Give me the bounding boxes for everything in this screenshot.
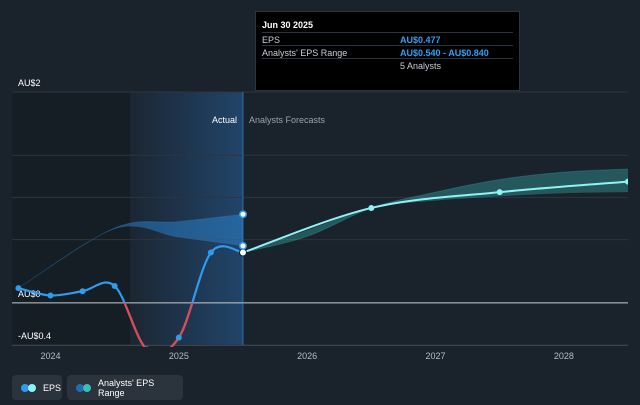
eps-point (239, 248, 247, 257)
tooltip-range-label: Analysts' EPS Range (262, 48, 348, 58)
eps-range-legend-icon (76, 383, 92, 392)
x-tick-label: 2028 (554, 351, 574, 361)
eps-point (47, 292, 54, 299)
tooltip-eps-value: AU$0.477 (400, 35, 441, 45)
eps-legend-icon (21, 383, 37, 392)
tooltip-analysts-count: 5 Analysts (400, 61, 442, 71)
legend-item-eps-range[interactable]: Analysts' EPS Range (67, 375, 183, 400)
y-axis-label: -AU$0.4 (18, 331, 51, 341)
tooltip: Jun 30 2025 EPS AU$0.477 Analysts' EPS R… (255, 11, 520, 91)
tooltip-title: Jun 30 2025 (262, 20, 314, 30)
eps-point (207, 249, 214, 256)
eps-point (144, 346, 149, 347)
eps-forecast-point (496, 189, 503, 196)
past-region-shade (12, 92, 130, 345)
tooltip-row-eps: EPS AU$0.477 (262, 32, 513, 46)
range-low-point (239, 241, 247, 250)
legend-label-eps: EPS (43, 382, 62, 393)
range-upper-edge (18, 213, 244, 289)
eps-point (111, 282, 118, 289)
eps-point (15, 285, 22, 292)
actual-eps-range-band (18, 214, 244, 289)
legend-item-eps[interactable]: EPS (12, 375, 62, 400)
tooltip-row-analysts: 5 Analysts (262, 58, 513, 72)
eps-forecast-line (242, 180, 628, 254)
x-tick-label: 2026 (297, 351, 317, 361)
forecast-label: Analysts Forecasts (249, 115, 326, 125)
eps-point (175, 334, 182, 341)
tooltip-range-value: AU$0.540 - AU$0.840 (400, 48, 489, 58)
tooltip-eps-label: EPS (262, 35, 281, 45)
eps-forecast-point (625, 178, 628, 185)
x-tick-label: 2024 (40, 351, 60, 361)
actual-label: Actual (212, 115, 237, 125)
plot-area (15, 168, 628, 347)
y-axis-label: AU$0 (18, 289, 41, 299)
y-axis-label: AU$2 (18, 78, 41, 88)
eps-line-negative (123, 302, 194, 347)
x-tick-label: 2027 (425, 351, 445, 361)
eps-point (79, 288, 86, 295)
x-tick-label: 2025 (169, 351, 189, 361)
legend-label-eps-range: Analysts' EPS Range (97, 377, 155, 398)
eps-forecast-point (368, 204, 375, 211)
range-high-point (239, 210, 247, 219)
tooltip-row-range: Analysts' EPS Range AU$0.540 - AU$0.840 (262, 45, 513, 59)
range-upper-edge (242, 168, 628, 254)
